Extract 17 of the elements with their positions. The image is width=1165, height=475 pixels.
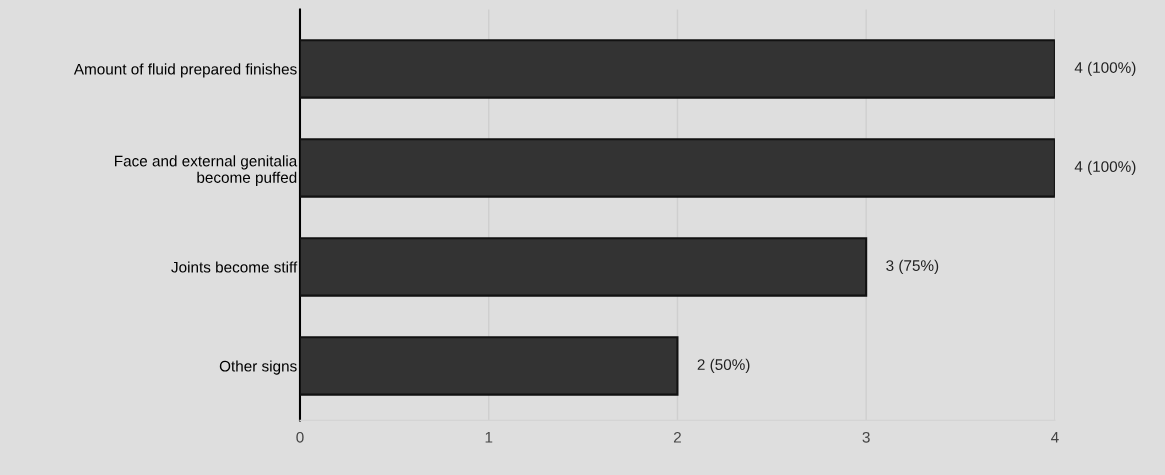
data-label: 2 (50%) (697, 358, 750, 374)
bar (299, 39, 1055, 99)
data-label: 4 (100%) (1074, 160, 1136, 176)
x-tick-label: 3 (862, 431, 870, 443)
y-tick-label: Face and external genitalia become puffed (115, 155, 298, 186)
x-tick-label: 1 (485, 432, 493, 443)
data-label: 4 (100%) (1074, 61, 1136, 77)
bar (299, 138, 1055, 198)
bar (299, 237, 868, 297)
x-tick-label: 0 (296, 431, 304, 443)
y-tick-label: Joints become stiff (171, 261, 298, 273)
y-tick-label: Amount of fluid prepared finishes (73, 63, 297, 78)
bar (299, 336, 679, 396)
y-tick-label: Other signs (219, 360, 297, 375)
data-label: 3 (75%) (886, 259, 939, 275)
x-tick-label: 4 (1051, 432, 1059, 443)
x-tick-label: 2 (673, 431, 681, 443)
